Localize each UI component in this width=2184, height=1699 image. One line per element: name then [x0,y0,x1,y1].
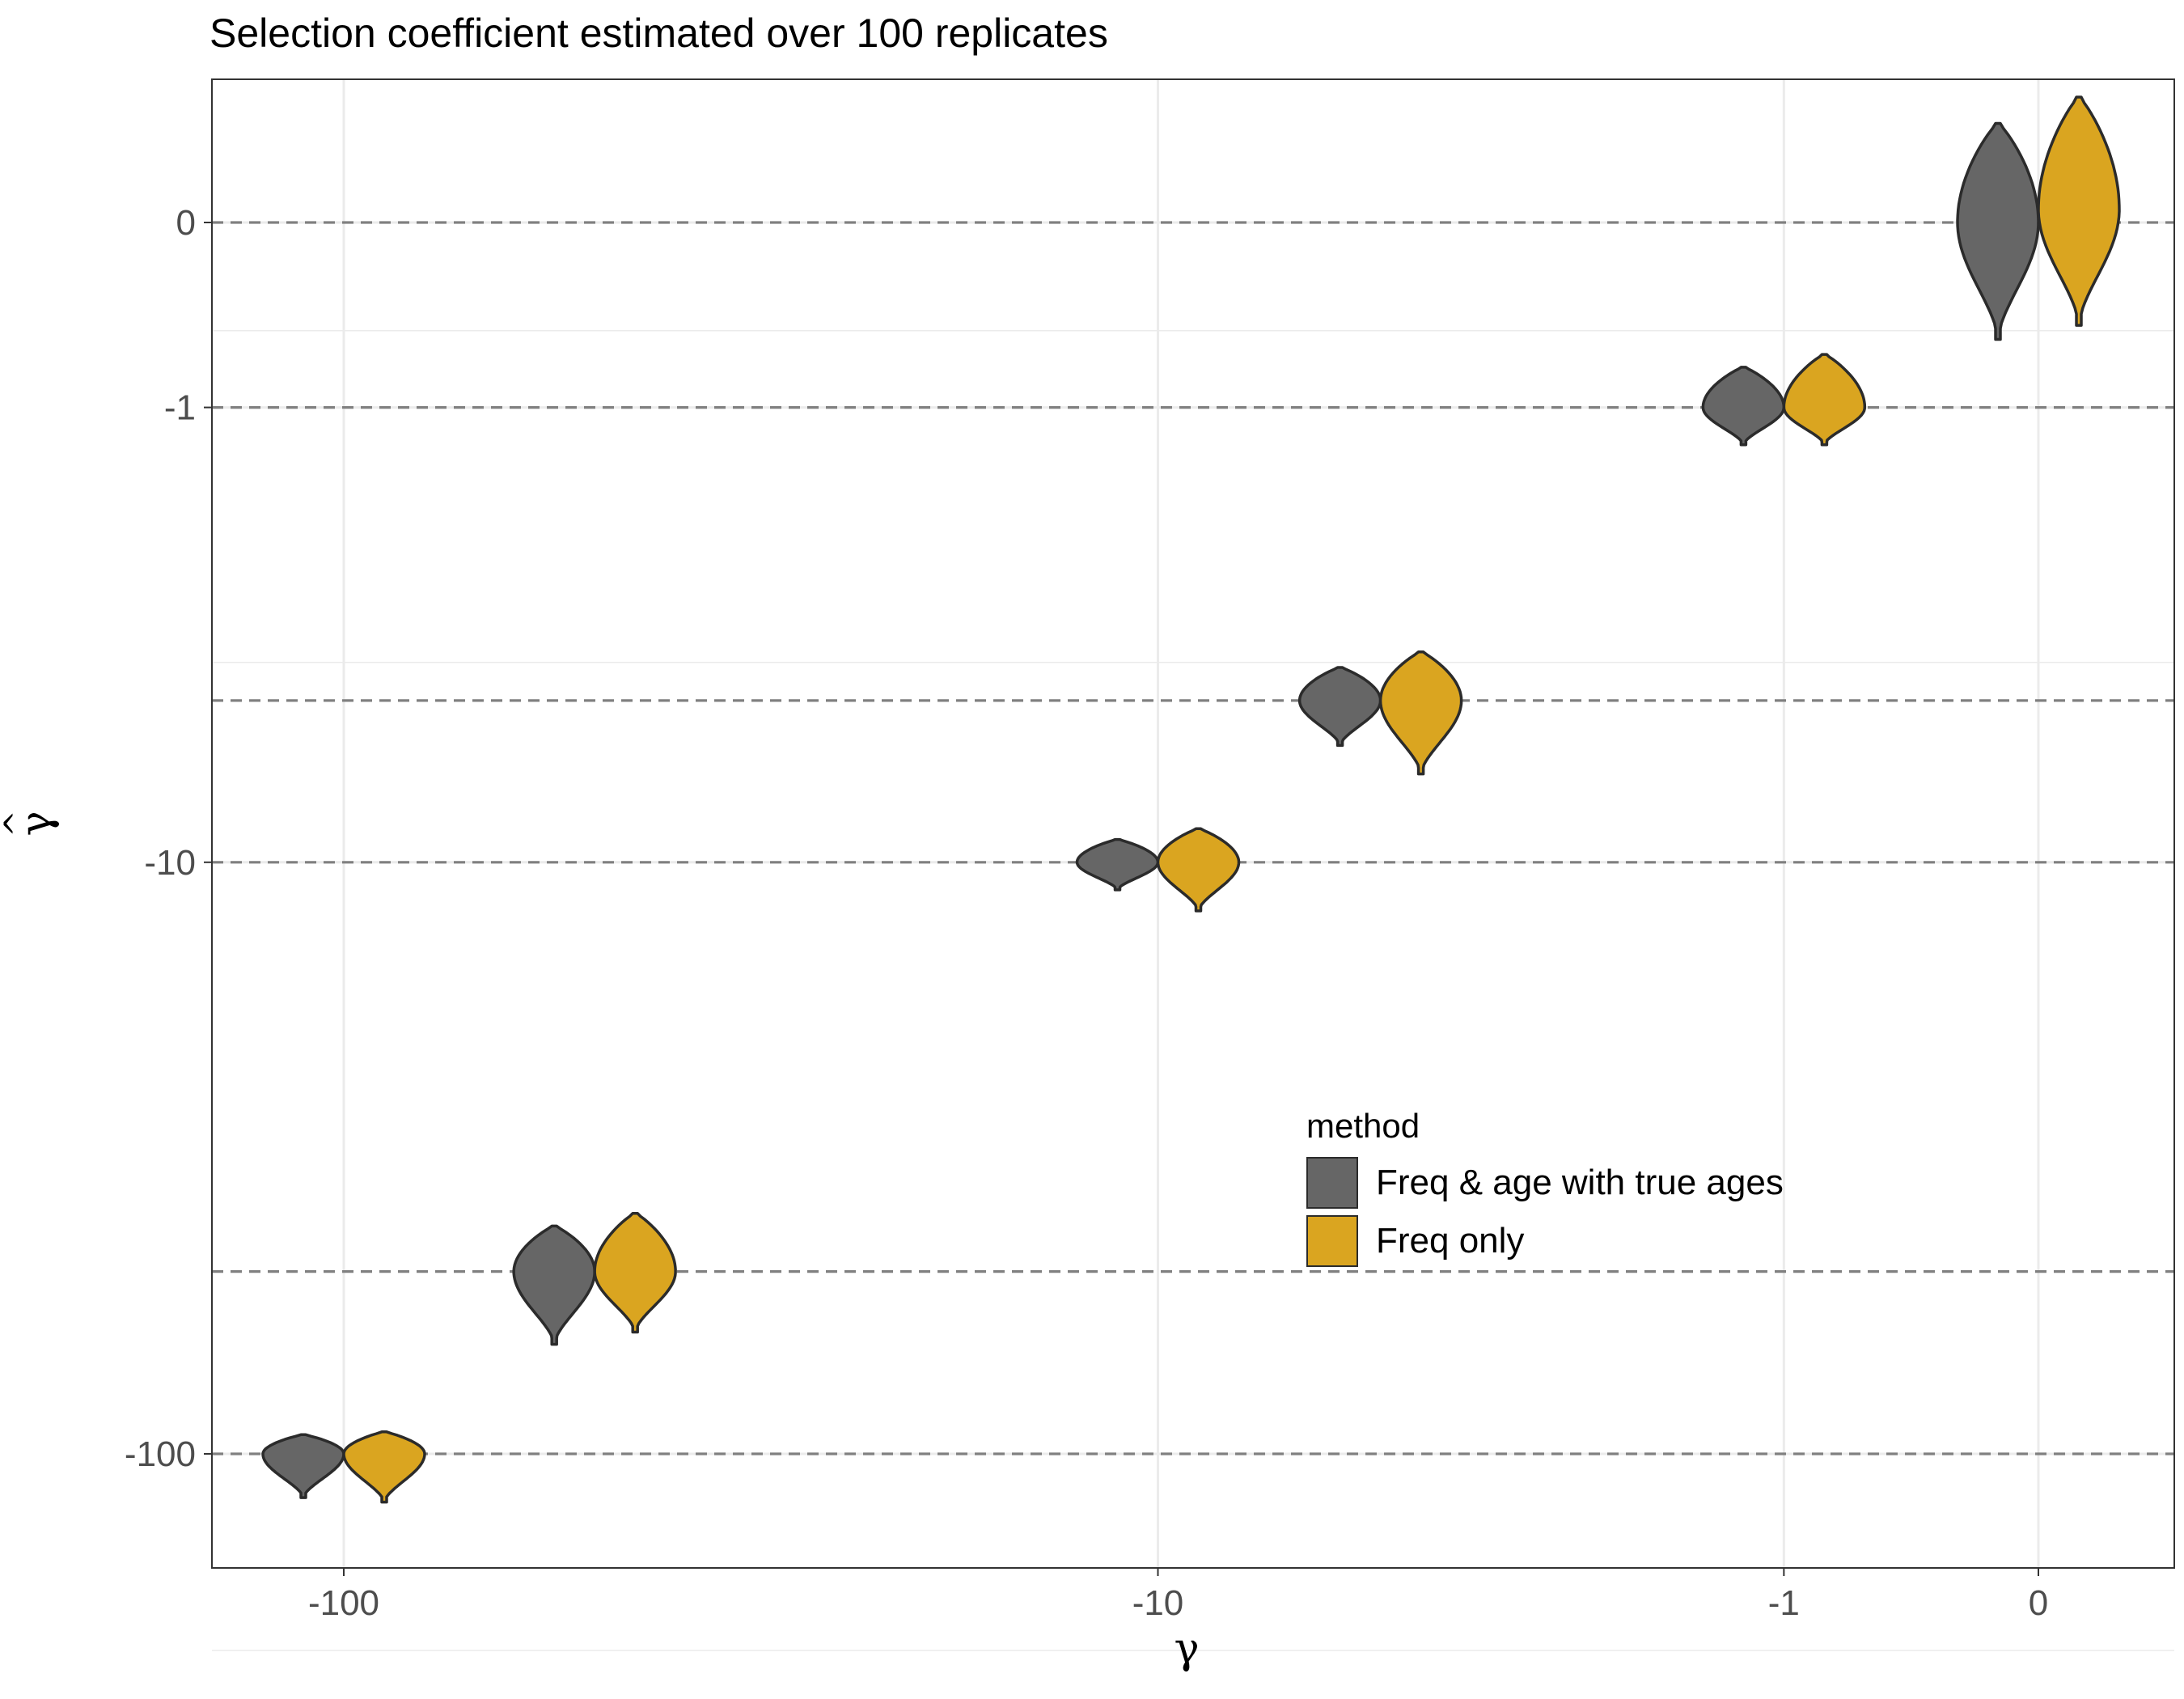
chart-title: Selection coefficient estimated over 100… [210,11,1108,56]
violin-s1-x-50 [593,1211,677,1334]
violin-s0-x0 [1956,121,2040,341]
panel-background [212,79,2174,1568]
y-tick-label-2: -10 [144,843,196,883]
violin-s1-x-5 [1378,650,1463,776]
legend-title: method [1306,1107,1420,1145]
legend-label-freq-age: Freq & age with true ages [1376,1163,1784,1202]
y-tick-label-0: 0 [176,203,196,243]
y-tick-label-3: -100 [125,1434,196,1474]
violin-s0-x-10 [1075,837,1160,892]
y-axis-ticks: 0 -1 -10 -100 [125,203,212,1474]
y-axis-title-symbol: γ [12,811,61,836]
panel-border [211,78,2175,1569]
violin-s1-x-100 [342,1430,426,1504]
x-tick-label-1: -10 [1132,1583,1184,1623]
y-tick-label-1: -1 [164,388,196,428]
x-tick-label-2: -1 [1768,1583,1800,1623]
y-axis-title-hat: ^ [0,810,36,837]
y-axis-title: γ ^ [0,810,61,837]
legend-key-freq-age [1306,1157,1358,1209]
grid-lines [212,79,2174,1651]
x-tick-label-0: -100 [308,1583,379,1623]
violin-s1-x0 [2037,95,2121,327]
legend-key-freq-only [1306,1215,1358,1267]
x-tick-label-3: 0 [2029,1583,2048,1623]
legend-item-freq-only: Freq only [1306,1212,1784,1270]
x-axis-ticks: -100 -10 -1 0 [308,1568,2048,1623]
violin-s1-x-1 [1782,353,1867,447]
legend: method Freq & age with true ages Freq on… [1306,1107,1784,1270]
violin-s1-x-10 [1156,827,1241,913]
violin-s0-x-1 [1701,366,1786,447]
legend-label-freq-only: Freq only [1376,1221,1525,1260]
x-axis-title: γ [1174,1625,1199,1673]
violin-s0-x-5 [1297,666,1382,748]
violins [261,95,2121,1504]
legend-item-freq-age: Freq & age with true ages [1306,1154,1784,1212]
